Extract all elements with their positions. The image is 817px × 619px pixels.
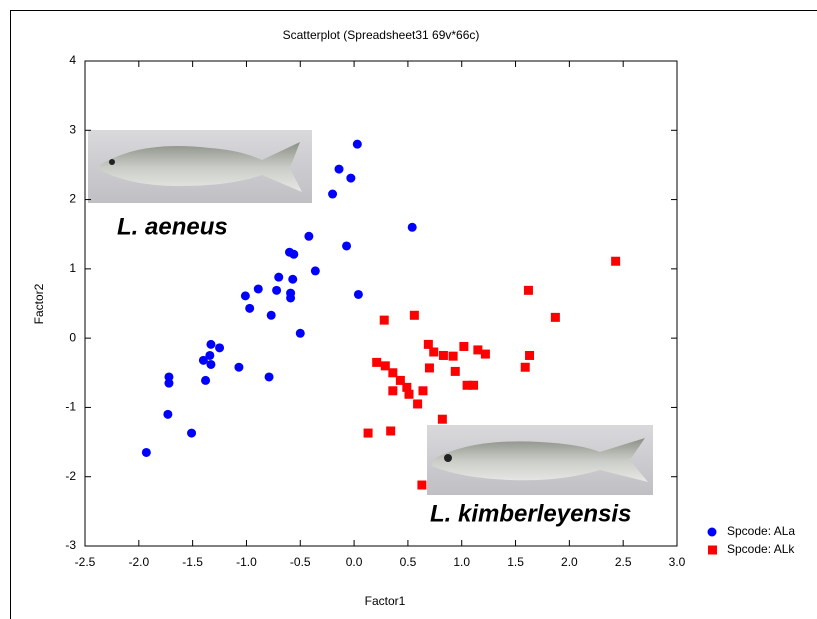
- point: [352, 139, 362, 149]
- point: [423, 339, 433, 349]
- point: [409, 310, 419, 320]
- point: [437, 414, 447, 424]
- point: [459, 341, 469, 351]
- point: [253, 284, 263, 294]
- point: [240, 291, 250, 301]
- point: [288, 274, 298, 284]
- x-tick-label: 1.0: [453, 555, 470, 569]
- point: [388, 368, 398, 378]
- point: [328, 189, 338, 199]
- x-tick-label: -1.0: [236, 555, 257, 569]
- x-tick-label: 2.0: [561, 555, 578, 569]
- point: [264, 372, 274, 382]
- point: [413, 399, 423, 409]
- fish-photo-1: [88, 130, 312, 203]
- point: [462, 380, 472, 390]
- legend-marker: [707, 527, 717, 537]
- point: [272, 285, 282, 295]
- x-tick-label: -2.5: [75, 555, 96, 569]
- fish-photo-2: [427, 425, 653, 495]
- point: [395, 375, 405, 385]
- point: [206, 359, 216, 369]
- y-axis-label: Factor2: [32, 283, 46, 324]
- x-tick-label: -0.5: [290, 555, 311, 569]
- legend-marker: [708, 545, 717, 555]
- point: [295, 328, 305, 338]
- x-tick-label: 2.5: [615, 555, 632, 569]
- point: [234, 362, 244, 372]
- point: [266, 310, 276, 320]
- point: [418, 386, 428, 396]
- point: [417, 480, 427, 490]
- x-tick-label: 0.0: [346, 555, 363, 569]
- point: [448, 351, 458, 361]
- x-tick-label: -1.5: [182, 555, 203, 569]
- x-axis-label: Factor1: [365, 594, 406, 608]
- point: [473, 345, 483, 355]
- point: [407, 222, 417, 232]
- point: [429, 347, 439, 357]
- point: [388, 386, 398, 396]
- y-tick-label: 1: [69, 261, 76, 275]
- point: [523, 285, 533, 295]
- point: [164, 378, 174, 388]
- y-tick-label: -1: [65, 400, 76, 414]
- point: [386, 426, 396, 436]
- point: [187, 428, 197, 438]
- point: [424, 363, 434, 373]
- point: [450, 366, 460, 376]
- point: [289, 249, 299, 259]
- point: [520, 362, 530, 372]
- point: [304, 231, 314, 241]
- point: [342, 241, 352, 251]
- point: [201, 375, 211, 385]
- point: [215, 343, 225, 353]
- point: [469, 380, 479, 390]
- plot-frame: [84, 60, 678, 547]
- x-tick-label: 1.5: [507, 555, 524, 569]
- point: [346, 173, 356, 183]
- y-tick-label: 4: [69, 53, 76, 67]
- point: [480, 349, 490, 359]
- point: [404, 389, 414, 399]
- annotation: L. aeneus: [117, 213, 228, 240]
- point: [353, 289, 363, 299]
- point: [525, 350, 535, 360]
- legend-label: Spcode: ALa: [727, 524, 795, 538]
- point: [164, 372, 174, 382]
- point: [372, 357, 382, 367]
- point: [274, 272, 284, 282]
- point: [286, 293, 296, 303]
- point: [402, 382, 412, 392]
- y-tick-label: 2: [69, 192, 76, 206]
- y-tick-label: 0: [69, 330, 76, 344]
- point: [334, 164, 344, 174]
- point: [363, 428, 373, 438]
- point: [163, 409, 173, 419]
- annotation: L. kimberleyensis: [430, 500, 631, 527]
- x-tick-label: -2.0: [128, 555, 149, 569]
- y-tick-label: 3: [69, 122, 76, 136]
- y-tick-label: -2: [65, 469, 76, 483]
- point: [206, 339, 216, 349]
- point: [379, 315, 389, 325]
- chart-title: Scatterplot (Spreadsheet31 69v*66c): [283, 28, 480, 42]
- x-tick-label: 0.5: [400, 555, 417, 569]
- point: [310, 266, 320, 276]
- x-tick-label: 3.0: [669, 555, 686, 569]
- point: [438, 350, 448, 360]
- point: [198, 355, 208, 365]
- point: [550, 312, 560, 322]
- point: [205, 350, 215, 360]
- legend-label: Spcode: ALk: [727, 542, 795, 556]
- y-tick-label: -3: [65, 538, 76, 552]
- point: [245, 303, 255, 313]
- point: [141, 447, 151, 457]
- point: [611, 256, 621, 266]
- point: [380, 361, 390, 371]
